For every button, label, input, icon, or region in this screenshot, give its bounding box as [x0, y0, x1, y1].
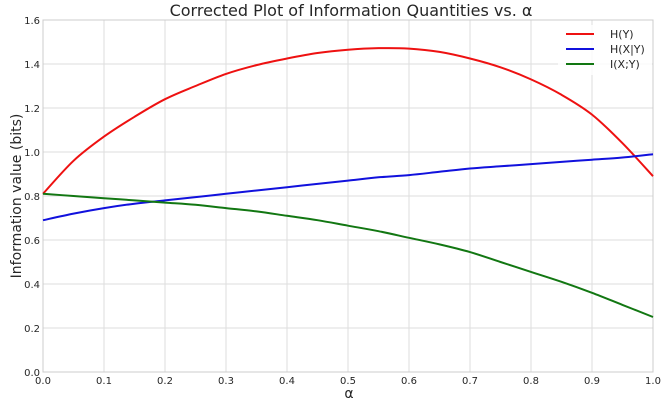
y-tick-label: 0.8 — [24, 192, 40, 203]
x-tick-label: 0.8 — [523, 376, 539, 387]
y-tick-label: 0.0 — [24, 368, 40, 379]
legend: H(Y) H(X|Y) I(X;Y) — [558, 25, 652, 75]
x-axis-label: α — [344, 386, 353, 402]
series-line-2 — [42, 192, 654, 318]
series-line-1 — [42, 153, 654, 222]
x-tick-label: 0.1 — [96, 376, 112, 387]
y-tick-label: 1.0 — [24, 148, 40, 159]
legend-label-hxy: H(X|Y) — [610, 43, 645, 56]
x-tick-label: 0.6 — [401, 376, 417, 387]
plot-area — [42, 19, 654, 373]
y-tick-label: 1.4 — [24, 60, 40, 71]
y-tick-label: 0.4 — [24, 280, 40, 291]
x-axis-ticks: 0.0 0.1 0.2 0.3 0.4 0.5 0.6 0.7 0.8 0.9 1.0 — [35, 376, 661, 387]
series-line-0 — [42, 47, 654, 195]
legend-label-hy: H(Y) — [610, 28, 634, 41]
x-tick-label: 0.2 — [157, 376, 173, 387]
x-tick-label: 0.3 — [218, 376, 234, 387]
y-tick-label: 0.2 — [24, 324, 40, 335]
chart-title: Corrected Plot of Information Quantities… — [170, 1, 533, 20]
y-tick-label: 1.2 — [24, 104, 40, 115]
legend-label-ixy: I(X;Y) — [610, 58, 640, 71]
series-layer — [42, 47, 654, 318]
y-tick-label: 0.6 — [24, 236, 40, 247]
x-tick-label: 0.7 — [462, 376, 478, 387]
y-axis-ticks: 0.0 0.2 0.4 0.6 0.8 1.0 1.2 1.4 1.6 — [24, 16, 40, 379]
x-tick-label: 0.0 — [35, 376, 51, 387]
x-tick-label: 1.0 — [645, 376, 661, 387]
x-tick-label: 0.9 — [584, 376, 600, 387]
x-tick-label: 0.4 — [279, 376, 295, 387]
y-axis-label: Information value (bits) — [9, 114, 25, 279]
y-tick-label: 1.6 — [24, 16, 40, 27]
x-tick-label: 0.5 — [340, 376, 356, 387]
